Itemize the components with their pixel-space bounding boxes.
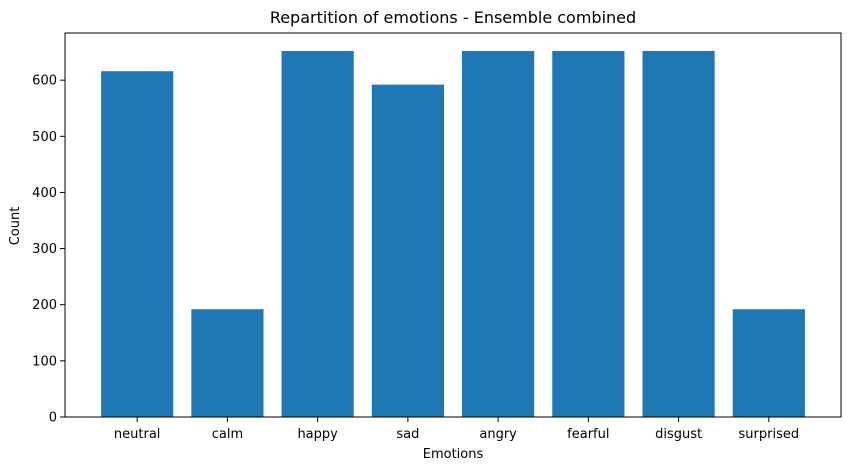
x-tick-label-happy: happy xyxy=(297,427,338,442)
bar-sad xyxy=(371,84,444,418)
x-tick-label-neutral: neutral xyxy=(114,427,161,442)
y-tick-label: 400 xyxy=(32,186,57,201)
bar-angry xyxy=(462,50,535,418)
x-tick-label-calm: calm xyxy=(212,427,243,442)
bar-fearful xyxy=(552,50,625,418)
bar-surprised xyxy=(732,309,805,417)
bars-group xyxy=(101,50,805,418)
y-axis-label: Count xyxy=(8,207,23,246)
bar-disgust xyxy=(642,50,715,418)
y-axis-ticks: 0 100 200 300 400 500 600 xyxy=(32,74,65,426)
x-tick-label-surprised: surprised xyxy=(739,427,800,442)
x-tick-label-sad: sad xyxy=(396,427,419,442)
y-tick-label: 500 xyxy=(32,130,57,145)
bar-calm xyxy=(191,309,264,417)
x-axis-ticks: neutral calm happy sad angry fearful disgust su… xyxy=(114,417,799,442)
x-tick-label-disgust: disgust xyxy=(655,427,702,442)
y-tick-label: 200 xyxy=(32,298,57,313)
x-tick-label-angry: angry xyxy=(479,427,517,442)
chart-title: Repartition of emotions - Ensemble combi… xyxy=(270,8,636,27)
y-tick-label: 0 xyxy=(49,411,57,426)
y-tick-label: 100 xyxy=(32,354,57,369)
x-axis-label: Emotions xyxy=(423,447,484,462)
bar-neutral xyxy=(101,71,174,418)
x-tick-label-fearful: fearful xyxy=(567,427,609,442)
bar-happy xyxy=(281,50,354,418)
y-tick-label: 600 xyxy=(32,74,57,89)
y-tick-label: 300 xyxy=(32,242,57,257)
plot-frame xyxy=(64,32,842,418)
